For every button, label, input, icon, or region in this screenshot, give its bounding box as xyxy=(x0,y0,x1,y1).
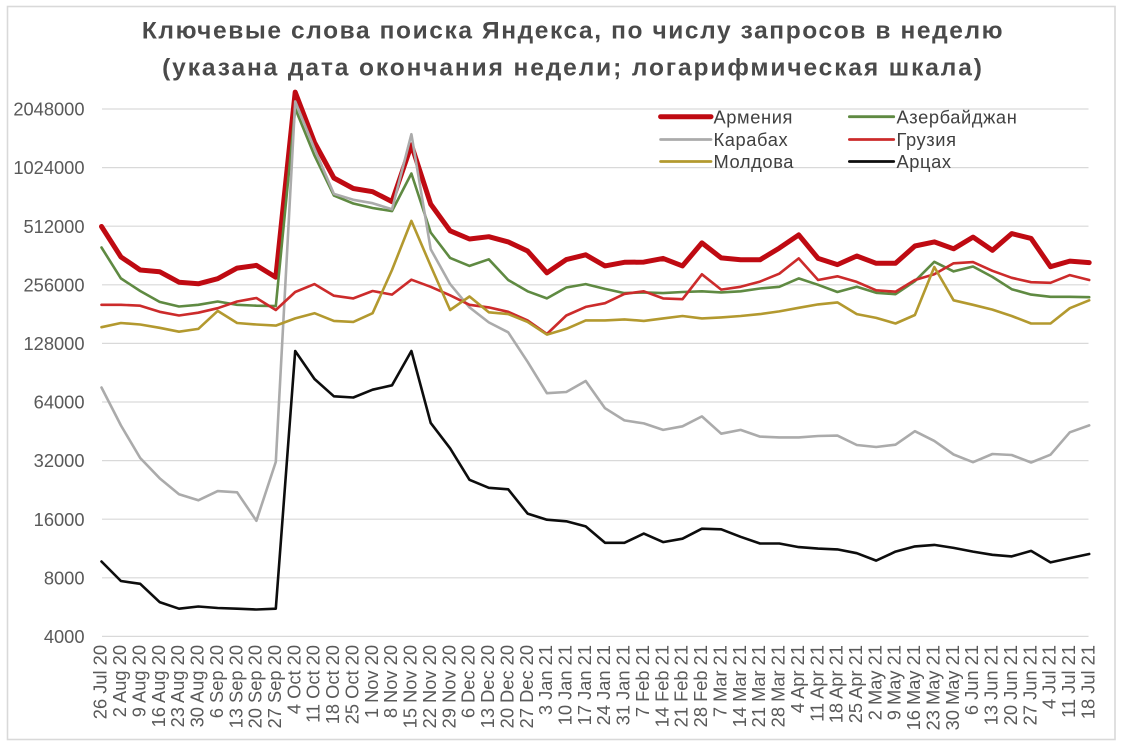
svg-text:13 Dec 20: 13 Dec 20 xyxy=(477,645,498,728)
svg-text:16000: 16000 xyxy=(34,509,85,530)
svg-text:22 Nov 20: 22 Nov 20 xyxy=(419,645,440,728)
svg-text:28 Mar 21: 28 Mar 21 xyxy=(768,645,789,727)
svg-text:Армения: Армения xyxy=(714,106,794,127)
svg-text:9 May 21: 9 May 21 xyxy=(884,645,905,720)
svg-text:13 Jun 21: 13 Jun 21 xyxy=(981,645,1002,725)
svg-text:8000: 8000 xyxy=(44,567,85,588)
svg-text:18 Jul 21: 18 Jul 21 xyxy=(1077,645,1098,719)
svg-text:Ключевые слова поиска Яндекса,: Ключевые слова поиска Яндекса, по числу … xyxy=(142,18,1004,45)
svg-text:18 Oct 20: 18 Oct 20 xyxy=(322,645,343,724)
svg-text:2 May 21: 2 May 21 xyxy=(864,645,885,720)
svg-text:20 Sep 20: 20 Sep 20 xyxy=(245,645,266,728)
svg-text:28 Feb 21: 28 Feb 21 xyxy=(690,645,711,727)
svg-text:Карабах: Карабах xyxy=(714,129,789,150)
svg-text:13 Sep 20: 13 Sep 20 xyxy=(225,645,246,728)
svg-text:24 Jan 21: 24 Jan 21 xyxy=(593,645,614,725)
svg-text:16 Aug 20: 16 Aug 20 xyxy=(148,645,169,727)
svg-text:Молдова: Молдова xyxy=(714,151,795,172)
svg-text:3 Jan 21: 3 Jan 21 xyxy=(535,645,556,715)
svg-text:7 Feb 21: 7 Feb 21 xyxy=(632,645,653,717)
svg-text:27 Jun 21: 27 Jun 21 xyxy=(1019,645,1040,725)
svg-text:30 Aug 20: 30 Aug 20 xyxy=(187,645,208,727)
svg-text:17 Jan 21: 17 Jan 21 xyxy=(574,645,595,725)
svg-text:2 Aug 20: 2 Aug 20 xyxy=(109,645,130,717)
svg-text:4 Apr 21: 4 Apr 21 xyxy=(787,645,808,713)
svg-text:1 Nov 20: 1 Nov 20 xyxy=(361,645,382,718)
svg-text:20 Jun 21: 20 Jun 21 xyxy=(1000,645,1021,725)
svg-text:20 Dec 20: 20 Dec 20 xyxy=(496,645,517,728)
svg-text:4 Oct 20: 4 Oct 20 xyxy=(283,645,304,714)
svg-text:11 Apr 21: 11 Apr 21 xyxy=(806,645,827,722)
svg-text:14 Feb 21: 14 Feb 21 xyxy=(651,645,672,727)
svg-text:25 Apr 21: 25 Apr 21 xyxy=(845,645,866,723)
svg-text:128000: 128000 xyxy=(23,333,84,354)
svg-text:6 Dec 20: 6 Dec 20 xyxy=(458,645,479,718)
svg-text:21 Feb 21: 21 Feb 21 xyxy=(671,645,692,727)
svg-text:21 Mar 21: 21 Mar 21 xyxy=(748,645,769,727)
svg-text:27 Sep 20: 27 Sep 20 xyxy=(264,645,285,728)
svg-text:16 May 21: 16 May 21 xyxy=(903,645,924,730)
svg-text:Арцах: Арцах xyxy=(897,151,952,172)
svg-text:32000: 32000 xyxy=(34,450,85,471)
svg-text:4 Jul 21: 4 Jul 21 xyxy=(1039,645,1060,709)
svg-text:4000: 4000 xyxy=(44,626,85,647)
svg-text:6 Jun 21: 6 Jun 21 xyxy=(961,645,982,715)
svg-text:2048000: 2048000 xyxy=(13,99,84,120)
svg-text:7 Mar 21: 7 Mar 21 xyxy=(709,645,730,717)
svg-text:1024000: 1024000 xyxy=(13,157,84,178)
svg-text:512000: 512000 xyxy=(23,216,84,237)
svg-text:26 Jul 20: 26 Jul 20 xyxy=(90,645,111,719)
svg-text:Азербайджан: Азербайджан xyxy=(897,106,1018,127)
svg-text:23 Aug 20: 23 Aug 20 xyxy=(167,645,188,727)
svg-text:25 Oct 20: 25 Oct 20 xyxy=(342,645,363,724)
svg-text:256000: 256000 xyxy=(23,274,84,295)
svg-text:14 Mar 21: 14 Mar 21 xyxy=(729,645,750,727)
svg-text:11 Oct 20: 11 Oct 20 xyxy=(303,645,324,723)
svg-text:6 Sep 20: 6 Sep 20 xyxy=(206,645,227,718)
svg-text:15 Nov 20: 15 Nov 20 xyxy=(400,645,421,728)
svg-text:11 Jul 21: 11 Jul 21 xyxy=(1058,645,1079,718)
svg-text:Грузия: Грузия xyxy=(897,129,957,150)
svg-text:10 Jan 21: 10 Jan 21 xyxy=(555,645,576,725)
svg-text:9 Aug 20: 9 Aug 20 xyxy=(128,645,149,717)
svg-text:(указана дата окончания недели: (указана дата окончания недели; логарифм… xyxy=(162,55,984,82)
svg-text:30 May 21: 30 May 21 xyxy=(942,645,963,730)
svg-text:23 May 21: 23 May 21 xyxy=(923,645,944,730)
svg-text:8 Nov 20: 8 Nov 20 xyxy=(380,645,401,718)
svg-text:31 Jan 21: 31 Jan 21 xyxy=(613,645,634,725)
svg-text:27 Dec 20: 27 Dec 20 xyxy=(516,645,537,728)
svg-text:29 Nov 20: 29 Nov 20 xyxy=(438,645,459,728)
svg-text:18 Apr 21: 18 Apr 21 xyxy=(826,645,847,723)
svg-text:64000: 64000 xyxy=(34,392,85,413)
